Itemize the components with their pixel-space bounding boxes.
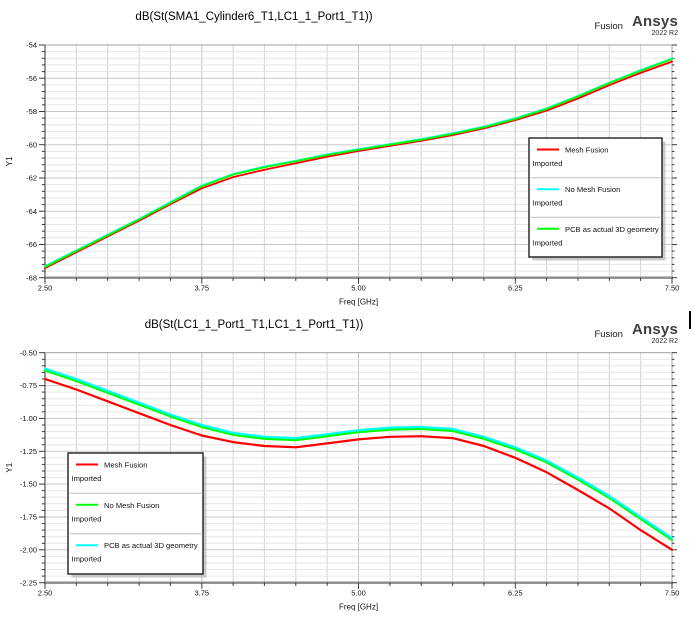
legend-label: No Mesh Fusion: [565, 185, 620, 194]
legend-sublabel: Imported: [72, 555, 102, 564]
x-axis-label: Freq [GHz]: [339, 603, 378, 612]
svg-text:-58: -58: [26, 107, 37, 116]
fusion-label: Fusion: [594, 328, 623, 340]
legend-label: PCB as actual 3D geometry: [104, 541, 198, 550]
fusion-label: Fusion: [594, 20, 623, 32]
svg-text:-0.75: -0.75: [20, 381, 37, 390]
svg-text:-64: -64: [26, 207, 37, 216]
series-2: [43, 367, 674, 540]
svg-text:-1.75: -1.75: [20, 513, 37, 522]
svg-text:-1.25: -1.25: [20, 447, 37, 456]
chart-title: dB(St(LC1_1_Port1_T1,LC1_1_Port1_T1)): [144, 319, 364, 331]
svg-text:-1.00: -1.00: [20, 414, 37, 423]
svg-text:-54: -54: [26, 41, 37, 50]
svg-text:2.50: 2.50: [38, 589, 53, 598]
svg-text:-68: -68: [26, 273, 37, 282]
svg-text:-1.50: -1.50: [20, 480, 37, 489]
x-axis-label: Freq [GHz]: [339, 298, 378, 307]
brand-block: Fusion Ansys 2022 R2: [594, 13, 678, 37]
top-chart: dB(St(SMA1_Cylinder6_T1,LC1_1_Port1_T1))…: [5, 11, 679, 307]
svg-text:5.00: 5.00: [351, 284, 366, 293]
svg-text:-60: -60: [26, 140, 37, 149]
svg-text:-0.50: -0.50: [20, 348, 37, 357]
svg-text:-56: -56: [26, 74, 37, 83]
svg-text:-62: -62: [26, 174, 37, 183]
top-plot-canvas: 2.50 3.75 5.00 6.25 7.50 -54 -56 -58 -60 -62 -64 -6…: [5, 41, 679, 307]
legend-sublabel: Imported: [72, 514, 102, 523]
series-0: [43, 377, 674, 551]
svg-text:-66: -66: [26, 240, 37, 249]
svg-text:7.50: 7.50: [665, 284, 680, 293]
svg-text:-2.25: -2.25: [20, 578, 37, 587]
svg-text:5.00: 5.00: [351, 589, 366, 598]
y-axis-label: Y1: [5, 462, 14, 472]
legend-label: Mesh Fusion: [565, 146, 608, 155]
legend-label: PCB as actual 3D geometry: [565, 225, 659, 234]
legend-sublabel: Imported: [533, 159, 563, 168]
bottom-plot-canvas: 2.50 3.75 5.00 6.25 7.50 -0.50 -0.75 -1.00 -1.25…: [5, 348, 679, 612]
legend-sublabel: Imported: [533, 238, 563, 247]
series-2: [44, 58, 673, 268]
axis-tick-labels: 2.50 3.75 5.00 6.25 7.50 -54 -56 -58 -60 -62 -64 -6…: [26, 41, 679, 293]
legend-label: No Mesh Fusion: [104, 501, 159, 510]
svg-text:6.25: 6.25: [508, 589, 523, 598]
ansys-logo: Ansys: [631, 321, 678, 338]
brand-block: Fusion Ansys 2022 R2: [594, 321, 678, 345]
series-1: [43, 369, 674, 542]
svg-text:6.25: 6.25: [508, 284, 523, 293]
axis-tick-labels: 2.50 3.75 5.00 6.25 7.50 -0.50 -0.75 -1.00 -1.25…: [20, 348, 679, 597]
text-cursor-artifact: [689, 311, 691, 329]
bottom-chart: dB(St(LC1_1_Port1_T1,LC1_1_Port1_T1)) Fu…: [0, 312, 700, 620]
svg-text:3.75: 3.75: [194, 284, 209, 293]
legend-sublabel: Imported: [533, 199, 563, 208]
series-0: [44, 60, 673, 270]
ansys-version: 2022 R2: [651, 30, 678, 37]
ansys-logo: Ansys: [631, 13, 678, 30]
chart-title: dB(St(SMA1_Cylinder6_T1,LC1_1_Port1_T1)): [135, 11, 373, 23]
axis-ticks: [39, 44, 677, 284]
legend-sublabel: Imported: [72, 474, 102, 483]
y-axis-label: Y1: [5, 156, 14, 166]
gridlines: [45, 45, 672, 278]
axis-ticks: [39, 352, 677, 589]
svg-text:7.50: 7.50: [665, 589, 680, 598]
svg-text:-2.00: -2.00: [20, 545, 37, 554]
svg-text:3.75: 3.75: [194, 589, 209, 598]
svg-text:2.50: 2.50: [38, 284, 53, 293]
legend-label: Mesh Fusion: [104, 461, 147, 470]
ansys-version: 2022 R2: [651, 338, 678, 345]
